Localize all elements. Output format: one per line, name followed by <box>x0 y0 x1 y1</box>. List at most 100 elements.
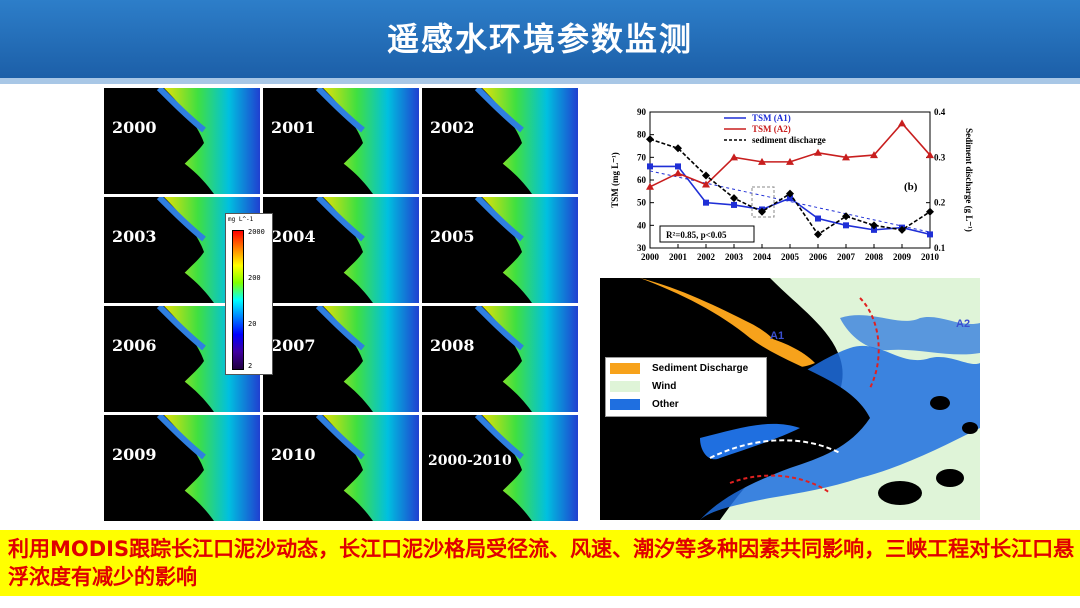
tsm-image <box>263 415 419 521</box>
y-tick-label: 60 <box>637 175 647 185</box>
tile-year-label: 2007 <box>271 336 316 355</box>
trend-line <box>649 170 931 233</box>
tsm-image-tile: 2010 <box>263 415 419 521</box>
y2-tick-label: 0.3 <box>934 152 946 162</box>
x-tick-label: 2007 <box>837 252 856 262</box>
series-point <box>814 148 822 156</box>
page-title: 遥感水环境参数监测 <box>386 20 693 58</box>
series-point <box>730 194 738 203</box>
tsm-image-tile: 2004 <box>263 197 419 303</box>
y2-axis-label: Sediment discharge (g L⁻¹) <box>964 128 974 232</box>
annotation-box <box>659 225 755 243</box>
tile-year-label: 2000-2010 <box>428 453 512 469</box>
legend-swatch <box>610 398 640 410</box>
tsm-image-tile: 2001 <box>263 88 419 194</box>
tsm-image <box>422 88 578 194</box>
tile-year-label: 2010 <box>271 445 316 464</box>
tsm-image-tile: 2002 <box>422 88 578 194</box>
y-tick-label: 80 <box>637 130 647 140</box>
y-tick-label: 70 <box>637 152 647 162</box>
series-point <box>842 212 850 221</box>
y2-tick-label: 0.4 <box>934 107 946 117</box>
panel-label: (b) <box>904 181 918 193</box>
tile-year-label: 2002 <box>430 118 475 137</box>
tsm-image-tile: 2007 <box>263 306 419 412</box>
legend-label: Wind <box>652 380 677 392</box>
map-legend: Sediment Discharge Wind Other <box>605 357 767 417</box>
colorbar-gradient <box>232 230 244 370</box>
x-tick-label: 2004 <box>753 252 772 262</box>
tile-year-label: 2008 <box>430 336 475 355</box>
series-point <box>898 225 906 234</box>
series-point <box>674 169 682 177</box>
tsm-image-tile: 2000 <box>104 88 260 194</box>
series-point <box>730 153 738 161</box>
tsm-image <box>104 415 260 521</box>
map-label-a1: A1 <box>770 330 785 342</box>
series-line <box>649 138 931 236</box>
tsm-image-tile: 2000-2010 <box>422 415 578 521</box>
colorbar-unit: mg L^-1 <box>228 216 254 223</box>
x-tick-label: 2005 <box>781 252 800 262</box>
series-point <box>898 119 906 127</box>
x-tick-label: 2000 <box>641 252 660 262</box>
tile-year-label: 2001 <box>271 118 316 137</box>
tsm-image-tile: 2009 <box>104 415 260 521</box>
series-point <box>703 199 709 206</box>
tsm-image <box>263 306 419 412</box>
x-tick-label: 2002 <box>697 252 716 262</box>
x-tick-label: 2010 <box>921 252 940 262</box>
colorbar-tick: 2000 <box>248 228 265 236</box>
colorbar-tick: 20 <box>248 320 257 328</box>
series-point <box>758 157 766 165</box>
x-tick-label: 2003 <box>725 252 744 262</box>
y2-tick-label: 0.2 <box>934 198 946 208</box>
series-point <box>926 151 934 159</box>
tile-year-label: 2005 <box>430 227 475 246</box>
legend-item: Other <box>610 396 679 412</box>
legend-item: Sediment Discharge <box>610 360 748 376</box>
series-point <box>870 151 878 159</box>
x-tick-label: 2009 <box>893 252 912 262</box>
series-point <box>646 135 654 144</box>
x-tick-label: 2001 <box>669 252 688 262</box>
series-point <box>871 226 877 233</box>
series-point <box>870 221 878 230</box>
series-point <box>814 230 822 239</box>
tile-year-label: 2006 <box>112 336 157 355</box>
series-point <box>758 207 766 216</box>
tile-year-label: 2003 <box>112 227 157 246</box>
y-axis-label: TSM (mg L⁻¹) <box>610 152 620 207</box>
tsm-image <box>263 88 419 194</box>
series-point <box>731 201 737 208</box>
y-tick-label: 90 <box>637 107 647 117</box>
series-point <box>786 157 794 165</box>
series-point <box>674 144 682 153</box>
y-tick-label: 30 <box>637 243 647 253</box>
y2-tick-label: 0.1 <box>934 243 946 253</box>
highlight-box <box>751 186 775 218</box>
series-point <box>646 182 654 190</box>
title-banner <box>0 0 1080 78</box>
chart-svg: 30 40 50 60 70 80 90 0.1 0.2 0.3 0.4 2000 2001 2002 20… <box>610 107 974 262</box>
series-point <box>843 222 849 229</box>
tsm-line-chart: 30 40 50 60 70 80 90 0.1 0.2 0.3 0.4 2000 2001 2002 20… <box>604 100 980 280</box>
annotation-text: R²=0.85, p<0.05 <box>666 230 727 240</box>
x-tick-label: 2006 <box>809 252 828 262</box>
series-point <box>786 189 794 198</box>
tsm-image <box>422 415 578 521</box>
tsm-image-tile: 2008 <box>422 306 578 412</box>
caption-box: 利用MODIS跟踪长江口泥沙动态，长江口泥沙格局受径流、风速、潮汐等多种因素共同… <box>0 530 1080 596</box>
legend-item: Wind <box>610 378 676 394</box>
colorbar-tick: 2 <box>248 362 253 370</box>
y-tick-label: 50 <box>637 198 647 208</box>
tsm-image <box>104 88 260 194</box>
legend-label: Sediment Discharge <box>652 362 749 374</box>
tile-year-label: 2000 <box>112 118 157 137</box>
series-point <box>927 231 933 238</box>
series-point <box>815 215 821 222</box>
tsm-image <box>422 197 578 303</box>
series-point <box>787 195 793 202</box>
colorbar-tick: 200 <box>248 274 261 282</box>
series-point <box>702 171 710 180</box>
